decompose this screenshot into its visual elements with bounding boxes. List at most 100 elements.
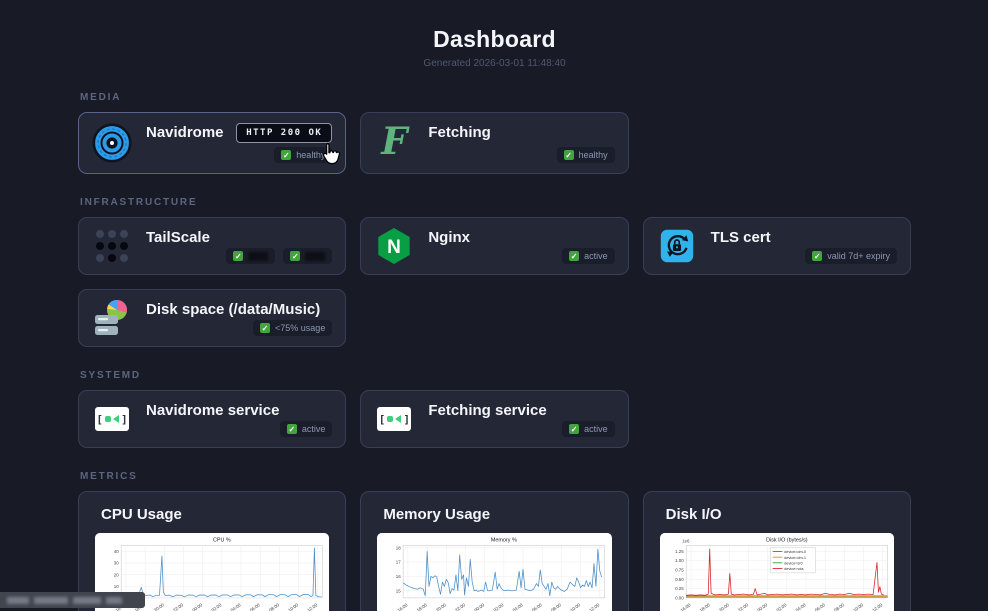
card-disk-space[interactable]: Disk space (/data/Music) <75% usage xyxy=(78,289,347,347)
svg-text:0.00: 0.00 xyxy=(675,596,684,601)
card-navidrome[interactable]: Navidrome HTTP 200 OK healthy xyxy=(78,112,347,174)
status-label: healthy xyxy=(578,150,608,160)
svg-text:04:00: 04:00 xyxy=(794,602,806,611)
svg-text:20:00: 20:00 xyxy=(153,602,165,611)
fetching-logo-icon: F xyxy=(381,118,408,163)
svg-text:08:00: 08:00 xyxy=(550,602,562,611)
svg-text:1.25: 1.25 xyxy=(675,549,684,554)
status-badge: <75% usage xyxy=(253,320,333,336)
card-title: Disk space (/data/Music) xyxy=(146,301,321,318)
disk-io-chart: 0.00 0.25 0.50 0.75 1.00 1.25 16:00 18:00 20:00 2… xyxy=(659,533,894,611)
card-fetching-service[interactable]: [] Fetching service active xyxy=(360,390,629,448)
svg-text:device=dm-1: device=dm-1 xyxy=(784,556,806,560)
page-title: Dashboard xyxy=(433,26,556,52)
svg-text:16: 16 xyxy=(396,574,401,579)
redacted-text xyxy=(248,251,269,261)
svg-text:02:00: 02:00 xyxy=(493,602,505,611)
svg-text:20:00: 20:00 xyxy=(435,602,447,611)
svg-text:00:00: 00:00 xyxy=(191,602,203,611)
card-navidrome-service[interactable]: [] Navidrome service active xyxy=(78,390,347,448)
card-title: Fetching service xyxy=(428,402,547,419)
card-cpu-usage: CPU Usage 01020304016:0018:0020:0022:000… xyxy=(78,491,347,611)
svg-text:22:00: 22:00 xyxy=(737,602,749,611)
section-label-infrastructure: INFRASTRUCTURE xyxy=(80,197,198,208)
card-title: Navidrome service xyxy=(146,402,280,419)
svg-text:10: 10 xyxy=(114,584,119,589)
svg-text:Disk I/O (bytes/s): Disk I/O (bytes/s) xyxy=(766,538,808,544)
metrics-grid: CPU Usage 01020304016:0018:0020:0022:000… xyxy=(78,491,911,611)
card-nginx[interactable]: N Nginx active xyxy=(360,217,629,275)
section-label-systemd: SYSTEMD xyxy=(80,370,141,381)
svg-text:10:00: 10:00 xyxy=(287,602,299,611)
http-status-badge: HTTP 200 OK xyxy=(236,123,333,143)
card-disk-io: Disk I/O 0.00 0.25 0.50 0.75 1.00 1.25 16:00 18… xyxy=(642,491,911,611)
metric-title: CPU Usage xyxy=(101,506,182,523)
status-badge-redacted xyxy=(283,248,333,264)
svg-text:04:00: 04:00 xyxy=(512,602,524,611)
status-label: active xyxy=(301,424,326,434)
status-badge[interactable]: healthy xyxy=(274,147,333,163)
disk-usage-icon xyxy=(92,298,132,338)
svg-text:device=dm-0: device=dm-0 xyxy=(784,550,806,554)
systemd-grid: [] Navidrome service active [] xyxy=(78,390,911,448)
svg-text:08:00: 08:00 xyxy=(268,602,280,611)
card-title: TLS cert xyxy=(710,229,771,246)
card-memory-usage: Memory Usage 15 16 17 18 16:00 18:00 20:00 22:0… xyxy=(360,491,629,611)
memory-usage-chart: 15 16 17 18 16:00 18:00 20:00 22:00 00:00 02:00 04… xyxy=(377,533,612,611)
svg-text:20:00: 20:00 xyxy=(718,602,730,611)
svg-text:1e6: 1e6 xyxy=(682,539,690,544)
svg-text:20: 20 xyxy=(114,572,119,577)
check-icon xyxy=(281,150,292,160)
svg-text:12:00: 12:00 xyxy=(589,602,601,611)
card-title: TailScale xyxy=(146,229,210,246)
metric-title: Disk I/O xyxy=(665,506,722,523)
nginx-logo-icon: N xyxy=(374,226,414,266)
svg-text:device=sr0: device=sr0 xyxy=(784,561,802,565)
status-badge: healthy xyxy=(556,147,615,163)
status-label: active xyxy=(584,251,608,261)
status-badge-redacted xyxy=(226,248,276,264)
check-icon xyxy=(569,424,580,434)
svg-text:Memory %: Memory % xyxy=(491,538,517,544)
svg-text:18:00: 18:00 xyxy=(416,602,428,611)
infrastructure-grid: TailScale N xyxy=(78,217,911,347)
svg-text:16:00: 16:00 xyxy=(397,602,409,611)
status-label: healthy xyxy=(296,150,326,160)
svg-text:15: 15 xyxy=(396,588,401,593)
svg-text:02:00: 02:00 xyxy=(210,602,222,611)
svg-text:12:00: 12:00 xyxy=(871,602,883,611)
svg-text:17: 17 xyxy=(396,560,401,565)
check-icon xyxy=(286,424,297,434)
card-tailscale[interactable]: TailScale xyxy=(78,217,347,275)
metric-title: Memory Usage xyxy=(383,506,491,523)
card-tls-cert[interactable]: TLS cert valid 7d+ expiry xyxy=(642,217,911,275)
svg-text:0.50: 0.50 xyxy=(675,577,684,582)
status-badge: active xyxy=(279,421,333,437)
card-title: Nginx xyxy=(428,229,470,246)
status-badge: active xyxy=(562,421,615,437)
section-label-media: MEDIA xyxy=(80,92,122,103)
svg-text:04:00: 04:00 xyxy=(230,602,242,611)
tailscale-logo-icon xyxy=(92,226,132,266)
check-icon xyxy=(563,150,574,160)
svg-text:0.25: 0.25 xyxy=(675,586,684,591)
svg-text:0.75: 0.75 xyxy=(675,568,684,573)
status-badge: valid 7d+ expiry xyxy=(805,248,897,264)
card-title: Navidrome xyxy=(146,124,224,141)
svg-text:N: N xyxy=(387,237,401,258)
redacted-text xyxy=(305,251,326,261)
status-badge: active xyxy=(562,248,615,264)
systemd-logo-icon: [] xyxy=(374,399,414,439)
svg-text:06:00: 06:00 xyxy=(813,602,825,611)
check-icon xyxy=(290,251,301,261)
tls-lock-renew-icon xyxy=(657,226,697,266)
svg-text:02:00: 02:00 xyxy=(775,602,787,611)
svg-text:08:00: 08:00 xyxy=(833,602,845,611)
section-label-metrics: METRICS xyxy=(80,471,138,482)
status-label: active xyxy=(584,424,608,434)
svg-text:16:00: 16:00 xyxy=(679,602,691,611)
card-fetching[interactable]: F Fetching healthy xyxy=(360,112,629,174)
status-tooltip-redacted xyxy=(0,592,145,608)
navidrome-record-icon xyxy=(92,123,132,163)
check-icon xyxy=(260,323,271,333)
